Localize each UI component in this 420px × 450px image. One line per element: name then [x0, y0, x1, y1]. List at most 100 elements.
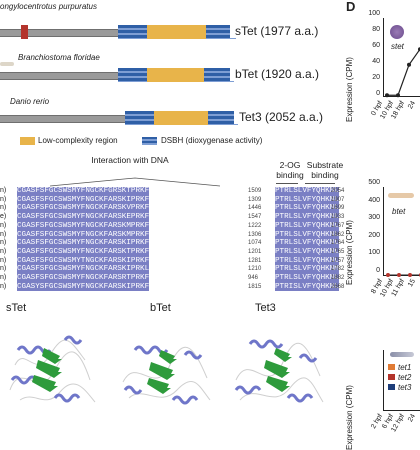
- protein-label: bTet (1920 a.a.): [230, 67, 320, 81]
- axis-middle: [383, 187, 420, 276]
- y-tick-label: 300: [368, 214, 380, 222]
- alignment-right-num: 1767: [331, 222, 345, 229]
- legend-low-complexity-label: Low-complexity region: [38, 136, 118, 145]
- alignment-right-seq: PTRLSLVFYQHKNL: [275, 239, 339, 248]
- domain-architecture: ongylocentrotus purpuratus sTet (1977 a.…: [0, 0, 340, 150]
- legend-swatch: [388, 364, 395, 370]
- x-tick-label: 24: [407, 413, 418, 424]
- species-name: ongylocentrotus purpuratus: [0, 2, 97, 11]
- alignment-left-seq: CGASFSFGCSWSMYTNGCKFARSKIPRKF: [17, 256, 150, 265]
- axis-bottom: [383, 350, 420, 411]
- alignment-right-seq: PTRISLVFYQHKNL: [275, 282, 339, 291]
- legend-label: tet2: [398, 372, 412, 382]
- y-tick-label: 0: [376, 90, 380, 97]
- legend-entry: tet1: [388, 362, 411, 372]
- legend-label: tet1: [398, 362, 412, 372]
- alignment-right-seq: PTRLSLVFYQHKNL: [275, 221, 339, 230]
- alignment-left-numbers: 1509 1309 1446 1547 1222 1306 1074 1201 1281 1210…: [248, 187, 261, 291]
- y-tick-label: 200: [368, 231, 380, 239]
- alignment-right-seq: PTRLSLVFYQHKNM: [275, 265, 339, 274]
- alignment-row-label: n): [0, 282, 7, 290]
- dsbh-domain: [125, 111, 154, 125]
- yticks-top: 0 20 40 60 80 100: [358, 10, 380, 97]
- alignment-left-num: 1306: [248, 231, 262, 238]
- y-tick-label: 400: [368, 196, 380, 204]
- low-complexity-domain: [154, 111, 208, 125]
- gene-label-btet: btet: [392, 207, 406, 216]
- alignment-right-num: 1782: [331, 266, 345, 273]
- alignment-right-num: 1882: [331, 275, 345, 282]
- alignment-row-label: n): [0, 230, 7, 238]
- alignment-right-num: 1757: [331, 257, 345, 264]
- ylabel-bottom: Expression (CPM): [345, 385, 354, 450]
- alignment-right-num: 1933: [331, 214, 345, 221]
- x-tick-label: 24: [407, 100, 418, 111]
- legend-bottom: tet1 tet2 tet3: [388, 362, 411, 392]
- structure-tet3: [234, 339, 324, 403]
- alignment-row-label: e): [0, 213, 7, 221]
- alignment-right-num: 1699: [331, 205, 345, 212]
- expression-panels: Expression (CPM) 0 20 40 60 80 100 stet 0 hpf…: [340, 0, 420, 450]
- y-tick-label: 500: [368, 179, 380, 186]
- alignment-left-num: 1309: [248, 196, 262, 203]
- alignment-left-seq: CGASFSFGCSWSMYFNGCKFARSKMPRKF: [17, 230, 150, 239]
- ylabel-top: Expression (CPM): [345, 57, 354, 122]
- alignment-left-seq: CGASYSFGCSWSMYFNGCKFARSKIPRKF: [17, 282, 150, 291]
- organism-icon-stet: [390, 25, 404, 39]
- alignment-right-num: 1765: [331, 248, 345, 255]
- alignment-left-num: 1210: [248, 266, 262, 273]
- low-complexity-domain: [147, 68, 204, 82]
- alignment-row-label: n): [0, 256, 7, 264]
- data-point: [407, 62, 411, 67]
- alignment-row-label: n): [0, 221, 7, 229]
- alignment-left-num: 1815: [248, 283, 262, 290]
- x-tick-label: 15: [407, 278, 418, 289]
- alignment-right-seq: PTRLSLVFYQHKNL: [275, 187, 339, 195]
- alignment-right-seq: PTRLSLVFYQHKNL: [275, 247, 339, 256]
- dna-header-bracket: [49, 177, 221, 187]
- dsbh-domain: [208, 111, 238, 125]
- alignment-left-seq: CGASFSFGCSWSMYFNGCKFARSKVPRKF: [17, 204, 150, 213]
- alignment-left-seq: CGASFSFGCSWSMYFNGCKFARSKEPRKF: [17, 213, 150, 222]
- y-tick-label: 60: [372, 42, 380, 49]
- alignment-right-num: 1764: [331, 240, 345, 247]
- line-chart-btet: [386, 273, 420, 277]
- alignment-left-seq: CGASFSFGCSWSMYFNGCKFARSKIPRKF: [17, 195, 150, 204]
- alignment-row-label: n): [0, 265, 7, 273]
- alignment-left-num: 946: [248, 275, 259, 282]
- alignment-left-num: 1074: [248, 240, 262, 247]
- alignment-row-label: n): [0, 274, 7, 282]
- alignment-right-seq: PTRLSLVFYQHKNL: [275, 274, 339, 283]
- structure-label-btet: bTet: [150, 302, 171, 314]
- structure-label-stet: sTet: [6, 302, 27, 314]
- alignment-left-num: 1547: [248, 214, 262, 221]
- y-tick-label: 100: [368, 10, 380, 17]
- gene-label-stet: stet: [391, 42, 404, 51]
- structure-label-tet3: Tet3: [255, 302, 276, 314]
- substrate-header-line: [305, 183, 335, 184]
- alignment-row-label: n): [0, 187, 7, 194]
- y-tick-label: 20: [372, 74, 380, 81]
- legend-swatch: [388, 384, 395, 390]
- alignment-right-num: 1862: [331, 231, 345, 238]
- alignment-row-label: n): [0, 204, 7, 212]
- 2og-binding-header: 2-OG binding: [276, 160, 304, 180]
- alignment-left-seq: CGASFSFGCSWSMYFNGCKFARSKTPRKF: [17, 247, 150, 256]
- protein-label: Tet3 (2052 a.a.): [234, 110, 324, 124]
- alignment-left-seq: CGASFSFGCSWSMYFNGCKFARSKIPRKF: [17, 239, 150, 248]
- species-name: Danio rerio: [10, 97, 50, 106]
- alignment-right-num: 2054: [331, 188, 345, 194]
- alignment-left-num: 1281: [248, 257, 262, 264]
- ylabel-middle: Expression (CPM): [345, 220, 354, 285]
- legend-entry: tet3: [388, 382, 411, 392]
- alignment-right-seq: PTRLSLVFYQHKNL: [275, 230, 339, 239]
- alignment-right-seq: PTRLSLVFYQHKNL: [275, 195, 339, 204]
- dsbh-domain: [204, 68, 234, 82]
- alignment-left-num: 1509: [248, 188, 262, 194]
- legend-swatch: [388, 374, 395, 380]
- legend-dsbh-swatch: [142, 137, 157, 145]
- organism-icon-zebrafish: [390, 352, 414, 357]
- alignment-left-num: 1446: [248, 205, 262, 212]
- dsbh-domain: [118, 68, 147, 82]
- dna-interaction-header: Interaction with DNA: [91, 155, 169, 165]
